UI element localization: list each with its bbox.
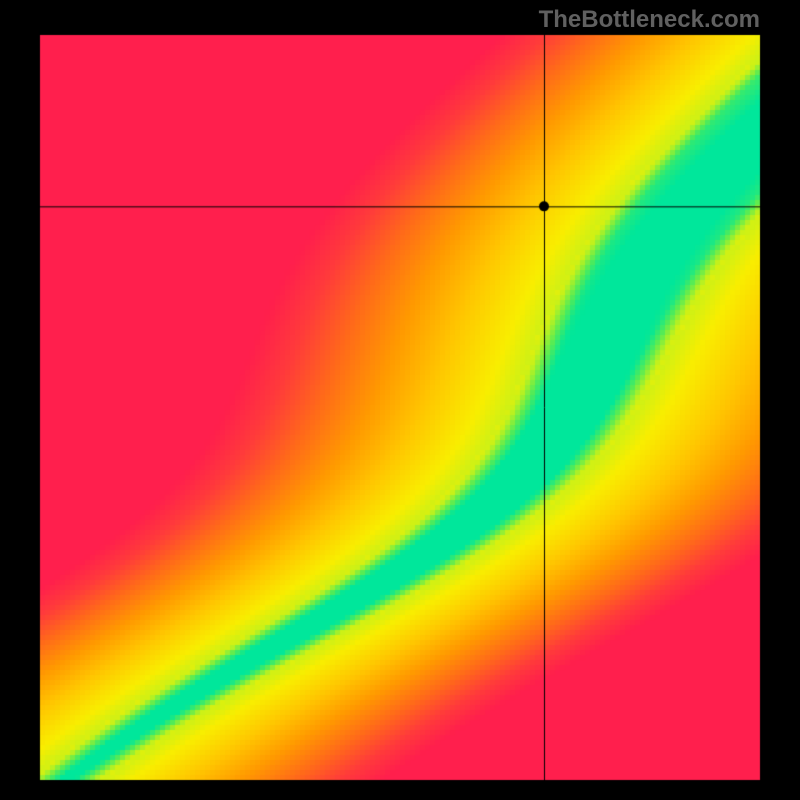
bottleneck-heatmap — [0, 0, 800, 800]
watermark-text: TheBottleneck.com — [539, 6, 760, 34]
